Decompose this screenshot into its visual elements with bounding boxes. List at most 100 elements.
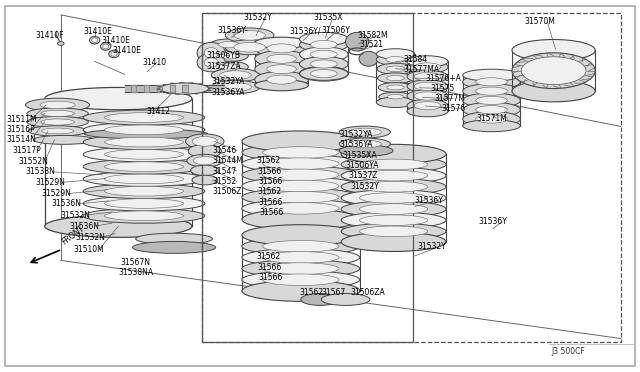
Text: 31562: 31562 <box>256 252 280 261</box>
Ellipse shape <box>210 50 248 61</box>
Ellipse shape <box>378 73 413 83</box>
Ellipse shape <box>300 37 348 52</box>
Ellipse shape <box>40 101 76 109</box>
Ellipse shape <box>193 137 218 146</box>
Ellipse shape <box>187 154 223 167</box>
Ellipse shape <box>45 87 192 110</box>
Ellipse shape <box>186 134 224 149</box>
Ellipse shape <box>84 129 207 139</box>
Ellipse shape <box>341 201 446 217</box>
Text: 31532Y: 31532Y <box>243 13 272 22</box>
Ellipse shape <box>218 42 240 48</box>
Ellipse shape <box>41 119 74 125</box>
Ellipse shape <box>376 54 415 65</box>
Ellipse shape <box>376 97 415 108</box>
Text: 31532Y: 31532Y <box>417 242 446 251</box>
Ellipse shape <box>191 165 219 176</box>
Text: 31536Y: 31536Y <box>415 196 444 205</box>
Ellipse shape <box>341 144 446 164</box>
Ellipse shape <box>242 177 360 195</box>
Ellipse shape <box>301 294 339 305</box>
Text: 31506YB: 31506YB <box>206 51 240 60</box>
Text: 31571M: 31571M <box>477 114 508 123</box>
Ellipse shape <box>104 137 184 147</box>
Text: 31562: 31562 <box>257 187 282 196</box>
Ellipse shape <box>193 157 216 165</box>
Ellipse shape <box>310 60 337 68</box>
Ellipse shape <box>463 102 520 117</box>
Ellipse shape <box>104 186 184 196</box>
Text: 31521: 31521 <box>360 40 384 49</box>
Ellipse shape <box>242 166 360 184</box>
Ellipse shape <box>300 32 348 46</box>
Ellipse shape <box>378 83 413 92</box>
Ellipse shape <box>476 115 508 123</box>
Ellipse shape <box>348 140 381 148</box>
Text: 31566: 31566 <box>259 198 283 207</box>
Text: 31552N: 31552N <box>18 157 48 166</box>
Ellipse shape <box>386 57 405 62</box>
Ellipse shape <box>225 28 274 43</box>
Ellipse shape <box>348 128 381 136</box>
Ellipse shape <box>242 280 360 301</box>
Text: 31529N: 31529N <box>42 189 72 198</box>
Ellipse shape <box>341 179 446 195</box>
Ellipse shape <box>387 76 404 81</box>
Ellipse shape <box>476 96 508 105</box>
Ellipse shape <box>310 41 337 49</box>
Ellipse shape <box>92 38 98 43</box>
Text: 31544M: 31544M <box>212 156 243 165</box>
Ellipse shape <box>41 110 74 116</box>
Ellipse shape <box>234 31 266 40</box>
Ellipse shape <box>341 232 446 251</box>
Ellipse shape <box>377 63 414 74</box>
Ellipse shape <box>341 223 446 240</box>
Ellipse shape <box>27 108 88 119</box>
Ellipse shape <box>407 90 448 102</box>
Text: 31536Y-: 31536Y- <box>218 26 248 35</box>
Ellipse shape <box>262 191 339 203</box>
Text: 31562: 31562 <box>256 156 280 165</box>
Ellipse shape <box>242 188 360 206</box>
Circle shape <box>58 42 64 45</box>
Ellipse shape <box>45 215 192 237</box>
Ellipse shape <box>262 169 339 181</box>
Ellipse shape <box>242 155 360 173</box>
Ellipse shape <box>27 116 88 128</box>
Ellipse shape <box>360 226 428 237</box>
Ellipse shape <box>414 92 441 100</box>
Ellipse shape <box>341 212 446 228</box>
Ellipse shape <box>339 138 390 150</box>
Ellipse shape <box>360 204 428 214</box>
Ellipse shape <box>242 144 360 161</box>
Text: 31577M: 31577M <box>434 94 465 103</box>
Ellipse shape <box>463 84 520 99</box>
Ellipse shape <box>300 67 348 80</box>
Ellipse shape <box>407 80 448 93</box>
Ellipse shape <box>267 75 296 84</box>
Ellipse shape <box>262 274 339 286</box>
Text: 31511M: 31511M <box>6 115 37 124</box>
Ellipse shape <box>407 99 448 112</box>
Text: 31532Y: 31532Y <box>351 182 380 190</box>
Ellipse shape <box>104 113 184 122</box>
Ellipse shape <box>197 42 225 63</box>
Text: 31576: 31576 <box>442 104 466 113</box>
Ellipse shape <box>360 193 428 203</box>
Ellipse shape <box>300 47 348 62</box>
Text: 31529N: 31529N <box>35 178 65 187</box>
Text: 31536Y: 31536Y <box>479 217 508 226</box>
Text: 31546: 31546 <box>212 146 237 155</box>
Ellipse shape <box>255 71 308 88</box>
Ellipse shape <box>360 170 428 181</box>
Ellipse shape <box>512 80 595 102</box>
Ellipse shape <box>132 241 216 253</box>
Ellipse shape <box>102 44 109 49</box>
Text: 31570M: 31570M <box>525 17 556 26</box>
Text: 31536N: 31536N <box>51 199 81 208</box>
Ellipse shape <box>262 202 339 214</box>
Ellipse shape <box>407 61 448 73</box>
Ellipse shape <box>220 71 252 80</box>
Ellipse shape <box>192 175 218 185</box>
Ellipse shape <box>476 78 508 86</box>
